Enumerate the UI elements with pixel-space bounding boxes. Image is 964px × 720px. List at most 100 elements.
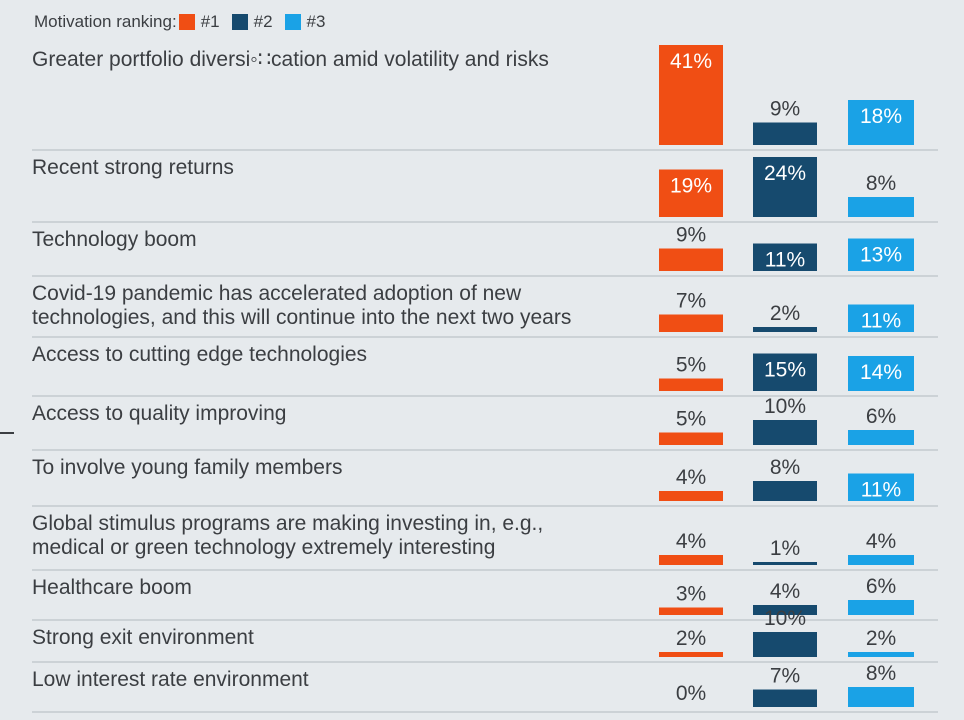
data-label: 13% (860, 244, 902, 267)
bar-rank2 (753, 122, 817, 145)
row-label: Covid-19 pandemic has accelerated adopti… (32, 282, 657, 330)
data-label: 10% (764, 607, 806, 630)
data-label: 5% (676, 408, 706, 431)
data-label: 7% (676, 290, 706, 313)
data-label: 19% (670, 175, 712, 198)
data-label: 8% (866, 172, 896, 195)
row-label: Recent strong returns (32, 156, 657, 180)
legend: Motivation ranking: #1 #2 #3 (34, 10, 337, 34)
bar-rank2 (753, 353, 817, 391)
bar-rank3 (848, 687, 914, 707)
data-label: 2% (676, 627, 706, 650)
bar-rank1 (659, 248, 723, 271)
row-label: Access to quality improving (32, 402, 657, 426)
row-label-line: Strong exit environment (32, 626, 254, 649)
bar-rank3 (848, 304, 914, 332)
data-label: 8% (770, 456, 800, 479)
legend-label-2: #2 (253, 12, 273, 31)
data-label: 9% (770, 98, 800, 121)
row-label: Technology boom (32, 228, 657, 252)
bar-rank2 (753, 157, 817, 217)
bar-rank3 (848, 356, 914, 391)
data-label: 18% (860, 105, 902, 128)
data-label: 24% (764, 162, 806, 185)
data-label: 5% (676, 354, 706, 377)
legend-label-3: #3 (306, 12, 326, 31)
bar-rank2 (753, 689, 817, 707)
row-label-line: Recent strong returns (32, 156, 234, 179)
data-label: 1% (770, 537, 800, 560)
row-label: Healthcare boom (32, 576, 657, 600)
legend-item-3: #3 (284, 12, 326, 32)
row-label-line: Access to quality improving (32, 402, 287, 425)
data-label: 41% (670, 50, 712, 73)
row-label-line: Greater portfolio diversi◦∷cation amid v… (32, 48, 549, 71)
data-label: 11% (765, 249, 805, 272)
row-label: Greater portfolio diversi◦∷cation amid v… (32, 48, 657, 72)
bar-rank2 (753, 243, 817, 271)
bar-rank1 (659, 432, 723, 445)
data-label: 2% (770, 302, 800, 325)
legend-swatch-2 (231, 14, 248, 30)
bar-rank1 (659, 652, 723, 657)
bar-rank3 (848, 652, 914, 657)
legend-item-2: #2 (231, 12, 273, 32)
legend-item-1: #1 (178, 12, 220, 32)
bar-rank2 (753, 420, 817, 445)
row-label: Strong exit environment (32, 626, 657, 650)
bar-rank2 (753, 327, 817, 332)
side-tick-mark (0, 432, 14, 434)
data-label: 9% (676, 224, 706, 247)
bar-rank3 (848, 555, 914, 565)
bar-rank1 (659, 555, 723, 565)
data-label: 11% (861, 310, 901, 333)
row-label-line: Low interest rate environment (32, 668, 309, 691)
bar-rank1 (659, 607, 723, 615)
row-label-line: To involve young family members (32, 456, 343, 479)
data-label: 14% (860, 361, 902, 384)
data-label: 8% (866, 662, 896, 685)
row-label: To involve young family members (32, 456, 657, 480)
data-label: 2% (866, 627, 896, 650)
data-label: 15% (764, 359, 806, 382)
bar-rank1 (659, 45, 723, 145)
bar-rank2 (753, 562, 817, 565)
data-label: 10% (764, 395, 806, 418)
data-label: 3% (676, 583, 706, 606)
data-label: 4% (770, 580, 800, 603)
bar-rank3 (848, 600, 914, 615)
row-label: Access to cutting edge technologies (32, 343, 657, 367)
bar-rank3 (848, 473, 914, 501)
bar-rank3 (848, 430, 914, 445)
bar-rank3 (848, 100, 914, 145)
legend-swatch-3 (284, 14, 301, 30)
bar-rank2 (753, 481, 817, 501)
row-label-line: technologies, and this will continue int… (32, 306, 572, 329)
row-label-line: Technology boom (32, 228, 197, 251)
bar-rank1 (659, 314, 723, 332)
data-label: 0% (676, 682, 706, 705)
row-label-line: Healthcare boom (32, 576, 192, 599)
bar-rank1 (659, 378, 723, 391)
row-label: Low interest rate environment (32, 668, 657, 692)
row-label: Global stimulus programs are making inve… (32, 512, 657, 560)
row-label-line: Covid-19 pandemic has accelerated adopti… (32, 282, 522, 305)
data-label: 4% (866, 530, 896, 553)
legend-swatch-1 (178, 14, 195, 30)
data-label: 4% (676, 530, 706, 553)
row-label-line: Access to cutting edge technologies (32, 343, 368, 366)
bar-rank2 (753, 605, 817, 615)
data-label: 6% (866, 575, 896, 598)
legend-title: Motivation ranking: (34, 12, 177, 31)
bar-rank3 (848, 238, 914, 271)
legend-label-1: #1 (200, 12, 220, 31)
bar-rank1 (659, 491, 723, 501)
row-label-line: Global stimulus programs are making inve… (32, 512, 544, 535)
data-label: 4% (676, 466, 706, 489)
data-label: 7% (770, 665, 800, 688)
bar-rank2 (753, 632, 817, 657)
row-label-line: medical or green technology extremely in… (32, 536, 496, 559)
bar-rank3 (848, 197, 914, 217)
